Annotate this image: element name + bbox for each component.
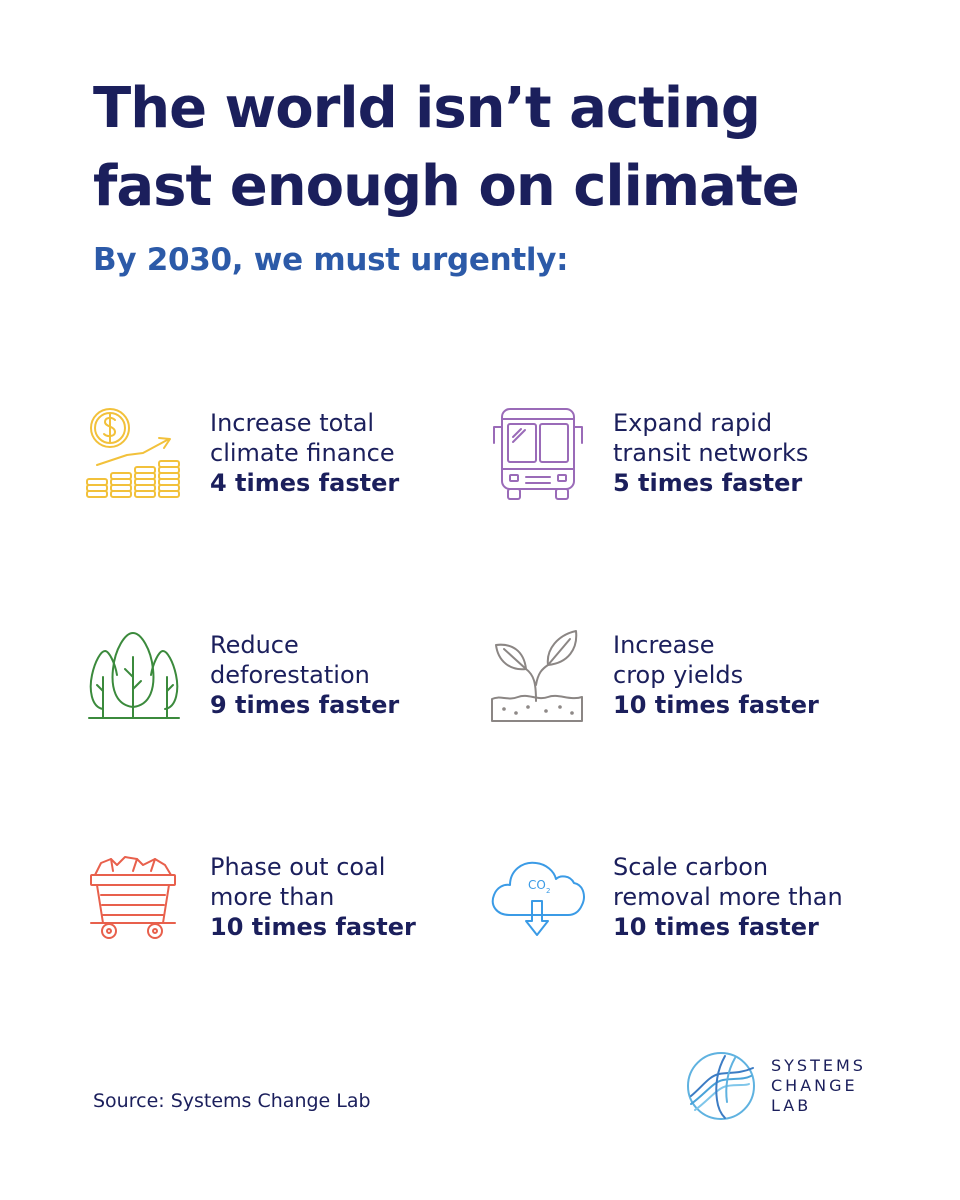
item-line-2: more than [210, 883, 335, 911]
item-text: Expand rapid transit networks 5 times fa… [613, 408, 808, 498]
item-line-1: Reduce [210, 631, 299, 659]
item-emphasis: 10 times faster [613, 913, 819, 941]
item-line-1: Increase [613, 631, 715, 659]
item-emphasis: 5 times faster [613, 469, 803, 497]
logo-line-3: LAB [771, 1096, 812, 1115]
item-text: Reduce deforestation 9 times faster [210, 630, 399, 720]
item-text: Phase out coal more than 10 times faster [210, 852, 416, 942]
item-line-1: Expand rapid [613, 409, 773, 437]
item-emphasis: 9 times faster [210, 691, 400, 719]
page-title: The world isn’t acting fast enough on cl… [93, 70, 933, 226]
item-line-2: removal more than [613, 883, 843, 911]
systems-change-lab-logo: SYSTEMS CHANGE LAB [685, 1050, 925, 1125]
trees-icon [85, 627, 185, 727]
item-emphasis: 10 times faster [613, 691, 819, 719]
item-line-2: deforestation [210, 661, 370, 689]
item-rapid-transit: Expand rapid transit networks 5 times fa… [488, 405, 908, 515]
page-subtitle: By 2030, we must urgently: [93, 242, 569, 278]
item-emphasis: 4 times faster [210, 469, 400, 497]
bus-icon [488, 405, 588, 505]
coin-growth-icon [85, 405, 185, 505]
co2-subscript: 2 [546, 887, 550, 895]
item-crop-yields: Increase crop yields 10 times faster [488, 627, 908, 737]
item-line-2: climate finance [210, 439, 395, 467]
item-text: Increase total climate finance 4 times f… [210, 408, 399, 498]
logo-line-1: SYSTEMS [771, 1056, 866, 1075]
item-line-2: crop yields [613, 661, 744, 689]
item-carbon-removal: CO 2 Scale carbon removal more than 10 t… [488, 849, 908, 959]
coal-cart-icon [85, 849, 185, 949]
item-line-1: Phase out coal [210, 853, 386, 881]
source-note: Source: Systems Change Lab [93, 1090, 371, 1112]
logo-wordmark: SYSTEMS CHANGE LAB [771, 1056, 866, 1116]
sprout-icon [488, 627, 588, 727]
title-line-2: fast enough on climate [93, 154, 800, 219]
item-emphasis: 10 times faster [210, 913, 416, 941]
co2-cloud-icon: CO 2 [488, 849, 588, 949]
item-coal: Phase out coal more than 10 times faster [85, 849, 505, 959]
item-text: Increase crop yields 10 times faster [613, 630, 819, 720]
item-text: Scale carbon removal more than 10 times … [613, 852, 843, 942]
item-deforestation: Reduce deforestation 9 times faster [85, 627, 505, 737]
logo-line-2: CHANGE [771, 1076, 858, 1095]
co2-label: CO [528, 878, 546, 892]
item-line-2: transit networks [613, 439, 809, 467]
item-climate-finance: Increase total climate finance 4 times f… [85, 405, 505, 515]
title-line-1: The world isn’t acting [93, 76, 761, 141]
item-line-1: Scale carbon [613, 853, 769, 881]
item-line-1: Increase total [210, 409, 375, 437]
logo-mark-icon [685, 1050, 757, 1122]
